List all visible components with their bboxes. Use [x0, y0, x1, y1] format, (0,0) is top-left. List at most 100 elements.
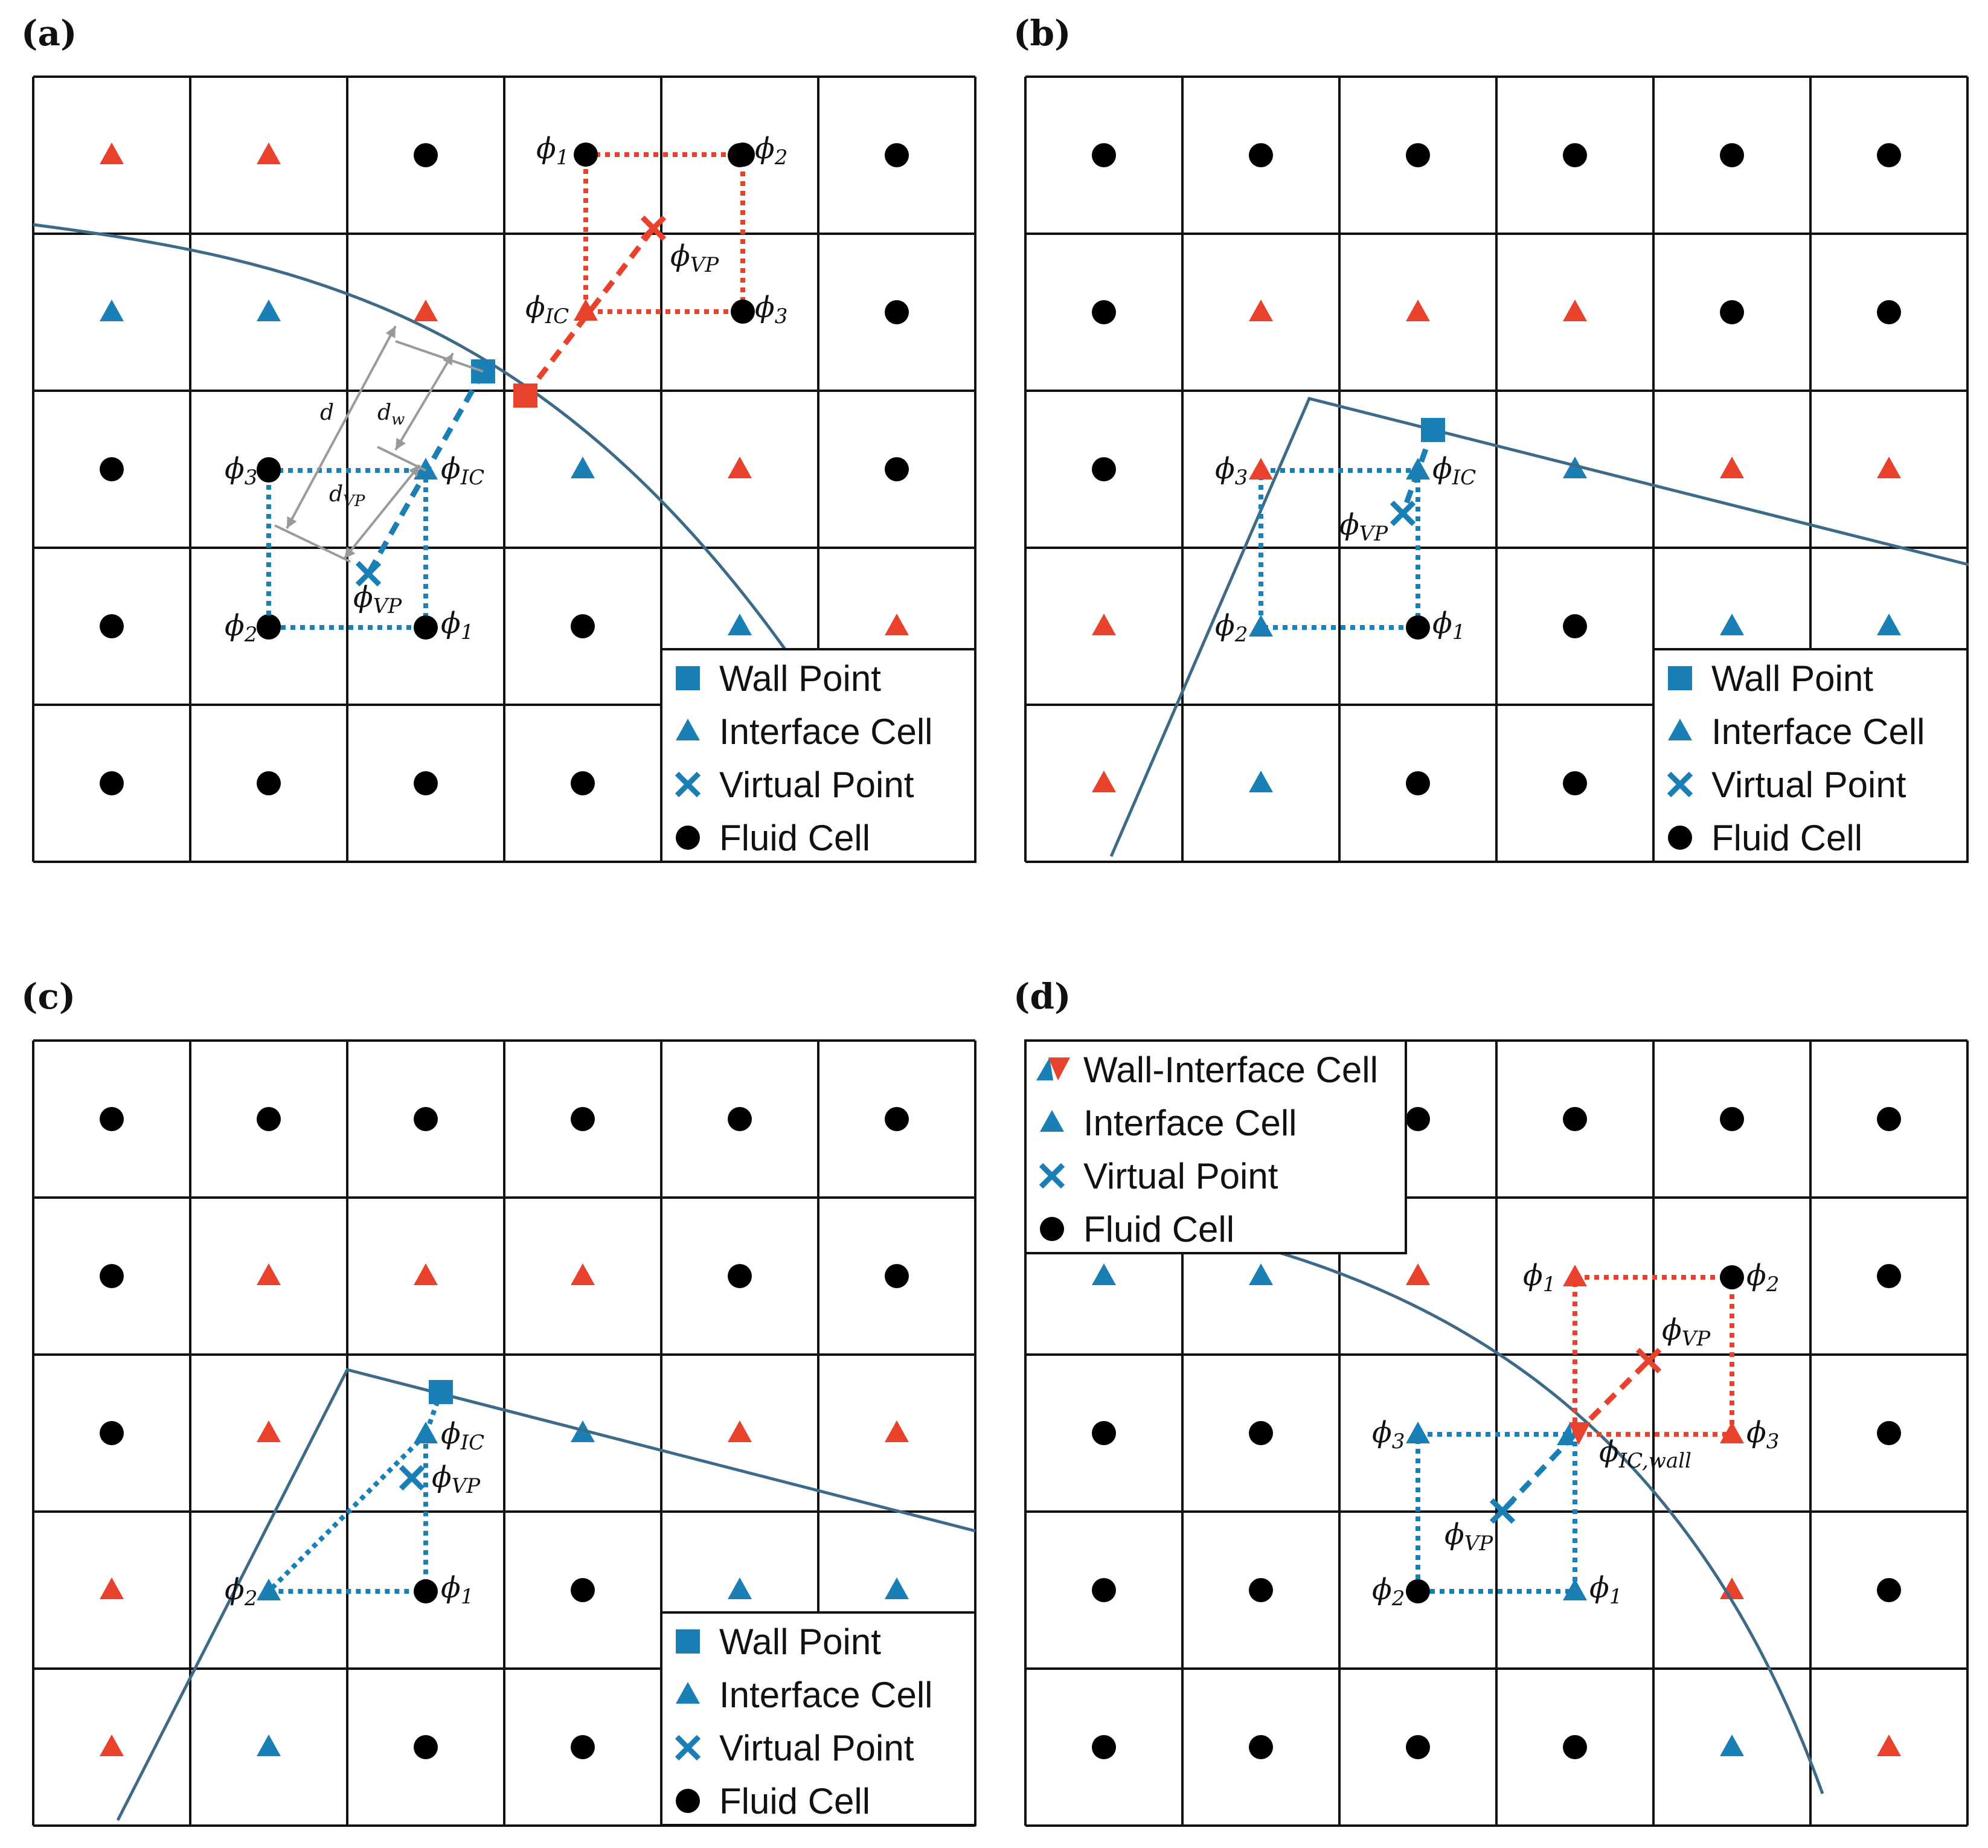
- fluid-cell-marker: [571, 771, 595, 795]
- blue-wall-point-marker: [429, 1380, 453, 1404]
- dim-dw-arrow: [394, 352, 454, 451]
- fluid-cell-marker: [100, 457, 124, 481]
- fluid-cell-marker: [1720, 143, 1744, 167]
- phi-3-label: ϕ3: [225, 452, 257, 490]
- blue-stencil-link: [423, 1391, 443, 1436]
- phi-ic-label: ϕIC: [1432, 452, 1476, 490]
- fluid-cell-marker: [414, 771, 438, 795]
- interface-cell-marker: [728, 614, 752, 635]
- interface-cell-legend-icon: [676, 1682, 700, 1704]
- legend: Wall Point Interface Cell Virtual Point Flu…: [660, 648, 976, 863]
- solid-interface-cell-marker: [257, 1263, 281, 1285]
- stencil-fluid-marker: [1720, 1265, 1744, 1289]
- red-virtual-point-marker: [640, 215, 667, 242]
- solid-interface-cell-marker: [571, 1263, 595, 1285]
- blue-virtual-point-marker: [399, 1465, 425, 1491]
- wall-boundary: [33, 223, 787, 650]
- virtual-point-legend-icon: [675, 771, 701, 798]
- legend-label: Interface Cell: [719, 1675, 933, 1715]
- dim-dvp-arrow: [343, 464, 421, 560]
- phi-ic-wall-label: ϕIC,wall: [1599, 1435, 1691, 1473]
- phi-1-label: ϕ1: [1523, 1259, 1556, 1297]
- legend-label: Interface Cell: [719, 711, 933, 752]
- fluid-cell-marker: [1249, 1735, 1273, 1759]
- phi-1-label: ϕ1: [1432, 606, 1465, 644]
- legend-frame: [660, 648, 976, 863]
- blue-virtual-point-marker: [355, 560, 382, 587]
- stencil-solid-marker: [1720, 1422, 1744, 1443]
- fluid-cell-marker: [1720, 1107, 1744, 1131]
- legend: Wall-Interface Cell Interface Cell Virtual…: [1024, 1039, 1407, 1254]
- fluid-cell-marker: [1877, 143, 1901, 167]
- solid-interface-cell-marker: [1092, 771, 1116, 792]
- fluid-cell-marker: [100, 771, 124, 795]
- blue-wall-normal: [1500, 1432, 1577, 1513]
- fluid-cell-marker: [1249, 1578, 1273, 1602]
- red-wall-normal: [523, 226, 656, 397]
- fluid-cell-legend-icon: [676, 1789, 700, 1813]
- phi-ic-label: ϕIC: [441, 1417, 484, 1455]
- dim-d-arrow: [286, 326, 397, 529]
- fluid-cell-marker: [571, 614, 595, 638]
- virtual-point-legend-icon: [675, 1734, 701, 1761]
- phi-vp-label: ϕVP: [1339, 508, 1388, 546]
- fluid-cell-marker: [885, 143, 909, 167]
- stencil-fluid-marker: [1406, 1579, 1430, 1603]
- fluid-cell-marker: [1563, 143, 1587, 167]
- solid-interface-cell-marker: [1563, 300, 1587, 321]
- fluid-cell-marker: [1563, 614, 1587, 638]
- interface-cell-marker: [1249, 771, 1273, 792]
- legend-label: Wall Point: [1711, 658, 1873, 699]
- panel-label: (d): [1013, 976, 1071, 1017]
- solid-interface-cell-marker: [1877, 457, 1901, 478]
- solid-interface-cell-marker: [1720, 457, 1744, 478]
- solid-interface-cell-marker: [100, 1577, 124, 1599]
- panel-label: (b): [1013, 13, 1071, 54]
- phi-1-label: ϕ1: [536, 132, 569, 170]
- fluid-cell-marker: [1877, 1578, 1901, 1602]
- solid-interface-cell-marker: [728, 457, 752, 478]
- fluid-cell-marker: [571, 1107, 595, 1131]
- legend-frame: [1024, 1039, 1407, 1254]
- legend-label: Fluid Cell: [719, 818, 870, 858]
- stencil-interface-marker: [257, 1579, 281, 1600]
- fluid-cell-legend-icon: [676, 826, 700, 850]
- panel-label: (c): [21, 976, 75, 1017]
- solid-interface-cell-marker: [257, 143, 281, 164]
- phi-1-label: ϕ1: [1589, 1571, 1622, 1609]
- red-wall-point-marker: [513, 383, 537, 408]
- phi-vp-label: ϕVP: [670, 239, 719, 277]
- fluid-cell-marker: [1877, 300, 1901, 324]
- interface-cell-marker: [1720, 614, 1744, 635]
- red-wall-normal: [1573, 1358, 1651, 1437]
- fluid-cell-marker: [1877, 1107, 1901, 1131]
- phi-2-label: ϕ2: [225, 609, 257, 647]
- interface-cell-marker: [1877, 614, 1901, 635]
- fluid-cell-marker: [1092, 1735, 1116, 1759]
- fluid-cell-marker: [257, 1107, 281, 1131]
- blue-wall-point-marker: [1421, 418, 1445, 442]
- interface-cell-marker: [1249, 1263, 1273, 1285]
- fluid-cell-marker: [885, 1107, 909, 1131]
- fluid-cell-marker: [1092, 143, 1116, 167]
- panel-c: (c) ϕIC ϕVP ϕ2 ϕ1 Wall Point Interface Cell Vir…: [21, 976, 976, 1827]
- phi-2-label: ϕ2: [225, 1573, 257, 1611]
- fluid-cell-marker: [1092, 1578, 1116, 1602]
- interface-cell-marker: [1092, 1263, 1116, 1285]
- dim-d-label: d: [320, 400, 334, 425]
- legend: Wall Point Interface Cell Virtual Point Flu…: [660, 1611, 976, 1826]
- phi-1-label: ϕ1: [441, 606, 473, 644]
- phi-2-label: ϕ2: [1746, 1259, 1779, 1297]
- stencil-interface-marker: [1563, 1579, 1587, 1600]
- stencil-interface-marker: [414, 1422, 438, 1443]
- legend-label: Fluid Cell: [719, 1781, 870, 1821]
- phi-2-label: ϕ2: [1372, 1573, 1405, 1611]
- virtual-point-legend-icon: [1039, 1163, 1065, 1189]
- fluid-cell-marker: [571, 1735, 595, 1759]
- fluid-cell-marker: [100, 1107, 124, 1131]
- phi-2-label: ϕ2: [755, 132, 787, 170]
- legend-label: Interface Cell: [1711, 711, 1925, 752]
- solid-interface-cell-marker: [1406, 1263, 1430, 1285]
- stencil-fluid-marker: [1406, 615, 1430, 640]
